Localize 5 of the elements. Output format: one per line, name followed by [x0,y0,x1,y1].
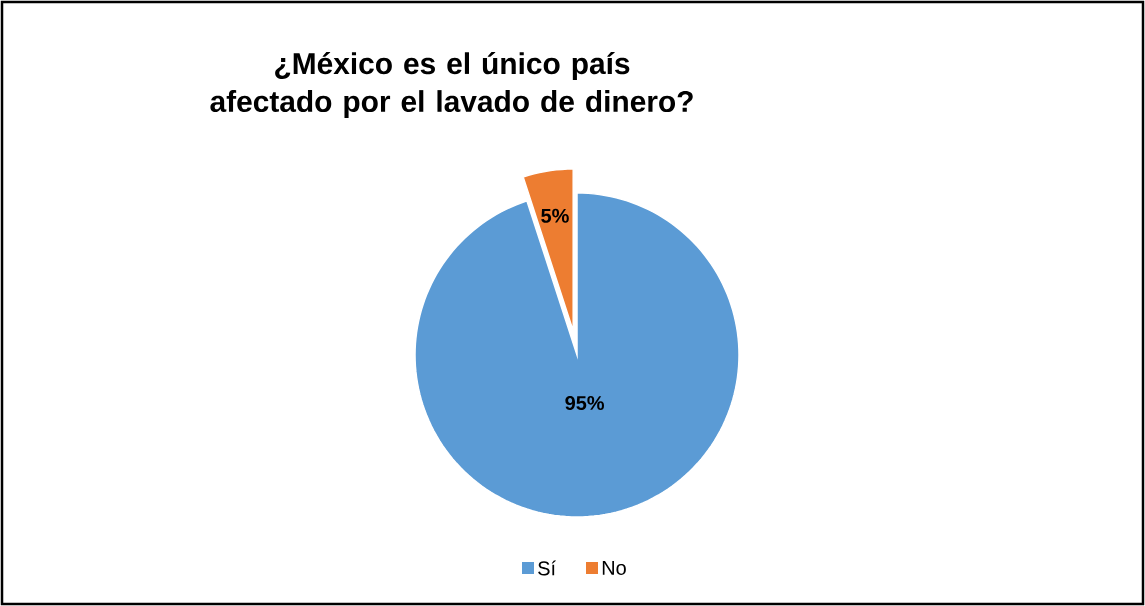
legend-label: No [602,561,626,575]
data-label: 5% [541,208,569,223]
chart-title: ¿México es el único país afectado por el lavado de dinero? [210,52,693,118]
data-label: 95% [565,395,605,411]
legend-label: Sí [538,560,556,576]
